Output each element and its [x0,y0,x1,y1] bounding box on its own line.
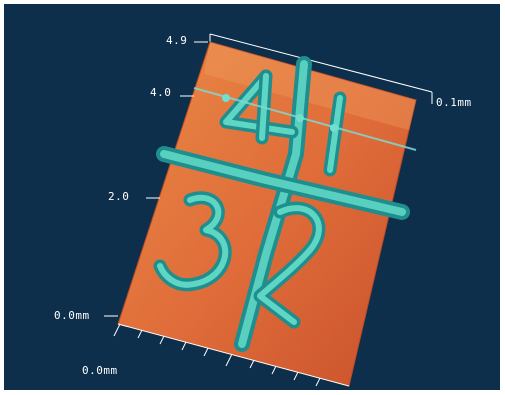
3d-surface-viewer[interactable]: 4.9 4.0 2.0 0.0mm 0.0mm 0.1mm [4,4,500,390]
y-axis-label-top: 4.9 [166,34,188,47]
y-axis-ticks [104,41,208,317]
groove-pattern [153,56,410,352]
y-axis-label-origin: 0.0mm [54,309,90,322]
profile-marker-right[interactable] [330,124,338,132]
x-axis-label-origin: 0.0mm [82,364,118,377]
profile-line[interactable] [193,87,417,151]
z-axis-label-max: 0.1mm [436,96,472,109]
y-axis-label-mid: 2.0 [108,190,130,203]
y-axis-label-upper: 4.0 [150,86,172,99]
x-axis-ticks [113,323,350,387]
profile-marker-mid[interactable] [296,114,304,122]
profile-marker-left[interactable] [222,94,230,102]
surface-plot[interactable] [4,4,500,390]
